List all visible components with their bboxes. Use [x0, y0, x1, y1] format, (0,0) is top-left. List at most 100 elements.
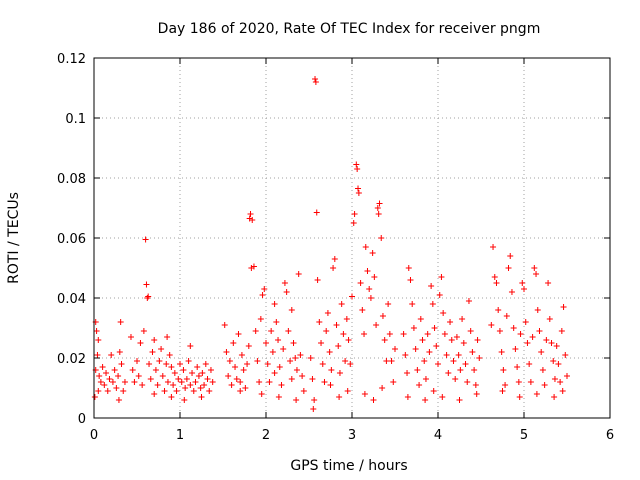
data-point	[355, 190, 362, 196]
data-point	[194, 364, 201, 370]
data-point	[228, 382, 235, 388]
data-point	[250, 263, 257, 270]
data-point	[462, 361, 469, 367]
data-point	[527, 379, 534, 385]
data-point	[512, 346, 519, 352]
data-point	[376, 200, 383, 207]
data-point	[113, 385, 120, 391]
data-point	[223, 349, 230, 355]
data-point	[240, 367, 247, 373]
data-point	[545, 280, 552, 286]
data-point	[498, 349, 505, 355]
x-tick-label: 3	[348, 428, 356, 443]
data-point	[318, 340, 325, 346]
data-point	[326, 349, 333, 355]
data-point	[435, 361, 441, 367]
data-point	[197, 385, 204, 391]
data-point	[359, 307, 366, 313]
data-point	[321, 379, 328, 385]
data-point	[226, 358, 233, 364]
data-point	[490, 244, 497, 250]
data-point	[335, 343, 342, 349]
data-point	[443, 352, 450, 358]
data-point	[312, 76, 319, 82]
data-point	[324, 310, 331, 316]
data-point	[201, 382, 208, 388]
data-point	[519, 280, 526, 286]
data-point	[139, 382, 146, 388]
data-point	[146, 361, 153, 367]
data-point	[392, 346, 398, 352]
data-point	[517, 331, 524, 337]
data-point	[355, 185, 362, 192]
data-point	[370, 397, 377, 403]
data-point	[145, 293, 152, 300]
data-point	[273, 319, 280, 325]
data-point	[151, 337, 158, 343]
data-point	[362, 244, 369, 250]
data-point	[94, 352, 101, 358]
data-point	[170, 382, 177, 388]
data-point	[503, 313, 510, 319]
data-point	[161, 388, 168, 394]
y-axis-label: ROTI / TECUs	[6, 192, 22, 284]
data-point	[343, 316, 350, 322]
data-point	[533, 271, 540, 277]
data-point	[275, 394, 282, 400]
data-point	[199, 370, 206, 376]
data-point	[507, 253, 514, 259]
data-point	[192, 379, 199, 385]
data-point	[237, 379, 244, 385]
data-point	[440, 310, 447, 316]
data-point	[263, 340, 269, 346]
data-point	[290, 340, 297, 346]
data-point	[473, 391, 480, 397]
data-point	[152, 367, 159, 373]
data-point	[271, 370, 278, 376]
data-point	[551, 376, 558, 382]
data-point	[476, 355, 483, 361]
data-point	[538, 349, 545, 355]
data-point	[175, 376, 182, 382]
data-point	[422, 397, 429, 403]
data-point	[249, 217, 256, 223]
data-point	[521, 286, 527, 292]
data-point	[515, 379, 522, 385]
data-point	[156, 358, 163, 364]
data-point	[295, 271, 302, 277]
data-point	[103, 370, 110, 376]
data-point	[553, 343, 560, 349]
data-point	[400, 331, 407, 337]
data-point	[469, 349, 476, 355]
data-point	[445, 370, 452, 376]
data-point	[247, 211, 254, 217]
data-point	[456, 397, 463, 403]
data-point	[93, 328, 100, 334]
data-point	[379, 313, 386, 319]
data-point	[173, 388, 180, 394]
data-point	[183, 376, 190, 382]
data-point	[259, 292, 266, 298]
data-point	[342, 358, 349, 364]
data-point	[108, 352, 115, 358]
data-point	[104, 388, 111, 394]
data-point	[450, 358, 457, 364]
data-point	[189, 370, 196, 376]
data-point	[116, 349, 123, 355]
data-point	[311, 397, 318, 403]
data-point	[264, 361, 271, 367]
data-point	[206, 388, 213, 394]
data-point	[340, 331, 347, 337]
data-point	[550, 358, 557, 364]
data-point	[539, 367, 546, 373]
data-point	[266, 379, 273, 385]
data-point	[288, 307, 295, 313]
data-point	[330, 265, 337, 271]
data-point	[496, 328, 503, 334]
data-point	[244, 361, 251, 367]
data-point	[354, 166, 361, 172]
data-point	[402, 352, 409, 358]
data-point	[439, 394, 446, 400]
data-point	[204, 376, 211, 382]
data-point	[149, 349, 156, 355]
